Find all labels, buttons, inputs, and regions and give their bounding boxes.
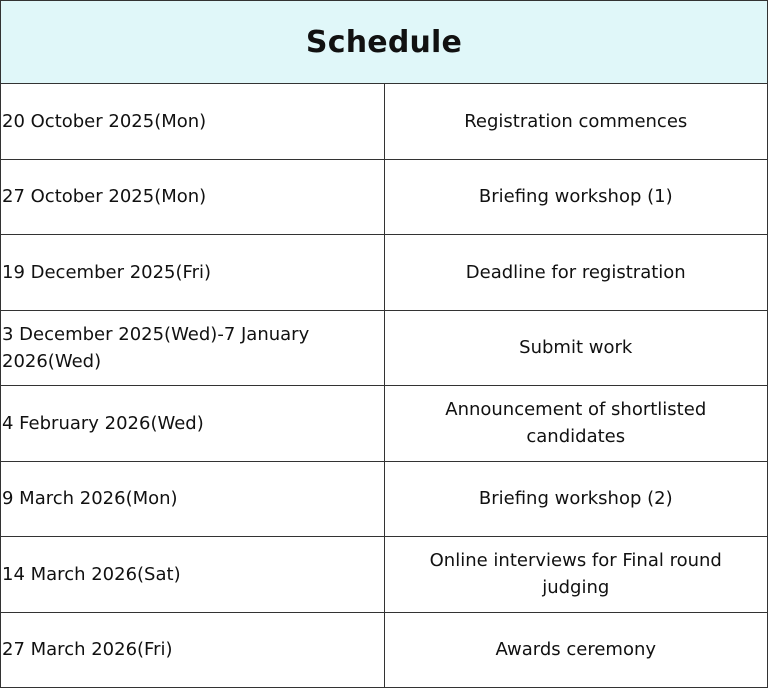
row-date: 14 March 2026(Sat) — [0, 536, 385, 613]
row-event: Online interviews for Final round judgin… — [383, 536, 768, 613]
row-event: Registration commences — [383, 83, 768, 160]
row-event: Announcement of shortlisted candidates — [383, 385, 768, 462]
table-row: 27 October 2025(Mon) Briefing workshop (1… — [0, 158, 768, 235]
row-event: Deadline for registration — [383, 234, 768, 311]
table-row: 9 March 2026(Mon) Briefing workshop (2) — [0, 460, 768, 537]
row-event: Briefing workshop (1) — [383, 158, 768, 235]
row-event: Awards ceremony — [383, 611, 768, 688]
row-event: Briefing workshop (2) — [383, 460, 768, 537]
row-date: 19 December 2025(Fri) — [0, 234, 385, 311]
table-row: 19 December 2025(Fri) Deadline for regist… — [0, 234, 768, 311]
row-date: 3 December 2025(Wed)-7 January 2026(Wed) — [0, 309, 385, 386]
table-row: 3 December 2025(Wed)-7 January 2026(Wed)… — [0, 309, 768, 386]
row-date: 9 March 2026(Mon) — [0, 460, 385, 537]
table-row: 14 March 2026(Sat) Online interviews for … — [0, 536, 768, 613]
row-date: 20 October 2025(Mon) — [0, 83, 385, 160]
table-row: 4 February 2026(Wed) Announcement of shor… — [0, 385, 768, 462]
table-row: 20 October 2025(Mon) Registration commenc… — [0, 83, 768, 160]
table-title: Schedule — [0, 0, 768, 84]
header-row: Schedule — [0, 0, 768, 84]
row-date: 4 February 2026(Wed) — [0, 385, 385, 462]
row-date: 27 October 2025(Mon) — [0, 158, 385, 235]
table-row: 27 March 2026(Fri) Awards ceremony — [0, 611, 768, 688]
row-date: 27 March 2026(Fri) — [0, 611, 385, 688]
row-event: Submit work — [383, 309, 768, 386]
